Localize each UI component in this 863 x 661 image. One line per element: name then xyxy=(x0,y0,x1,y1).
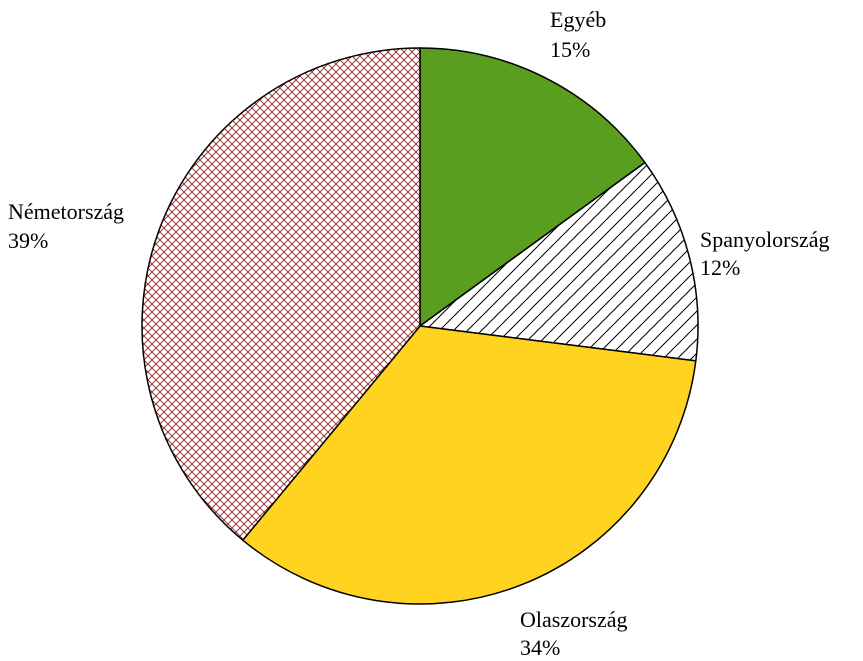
pie-slice xyxy=(141,47,421,542)
slice-value-label: 34% xyxy=(520,635,560,660)
slice-label: Olaszország xyxy=(520,607,628,632)
slice-label: Egyéb xyxy=(550,7,606,32)
pie-slice xyxy=(241,325,697,605)
slice-label: Németország xyxy=(8,199,124,224)
slice-value-label: 39% xyxy=(8,228,48,253)
pie-slice xyxy=(418,161,699,362)
slice-value-label: 15% xyxy=(550,37,590,62)
slice-label: Spanyolország xyxy=(700,227,830,252)
pie-slice xyxy=(419,47,646,328)
slice-value-label: 12% xyxy=(700,255,740,280)
